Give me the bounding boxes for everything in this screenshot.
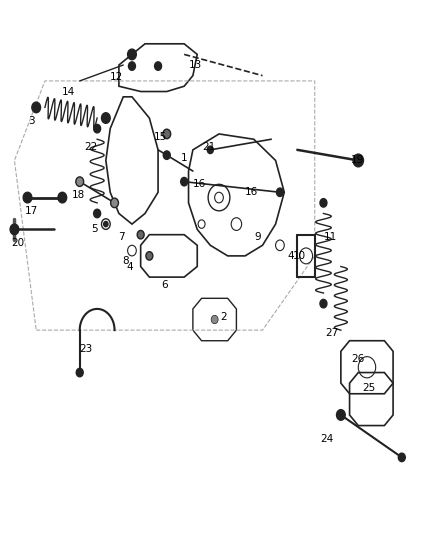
Circle shape [104, 221, 108, 227]
Text: 24: 24 [320, 434, 334, 444]
Circle shape [111, 198, 118, 208]
Circle shape [23, 192, 32, 203]
Circle shape [336, 410, 345, 420]
Text: 7: 7 [118, 232, 124, 243]
Text: 19: 19 [351, 156, 364, 165]
Circle shape [76, 368, 83, 377]
Text: 6: 6 [161, 280, 168, 290]
Text: 14: 14 [62, 86, 75, 96]
Text: 15: 15 [154, 132, 167, 142]
Text: 13: 13 [188, 60, 201, 70]
Text: 16: 16 [245, 187, 258, 197]
Circle shape [276, 188, 283, 197]
Circle shape [181, 177, 187, 186]
Text: 2: 2 [220, 312, 226, 322]
Circle shape [155, 62, 162, 70]
Circle shape [76, 177, 84, 187]
Circle shape [128, 62, 135, 70]
Circle shape [353, 154, 364, 167]
Text: 27: 27 [325, 328, 339, 338]
Circle shape [94, 209, 101, 217]
Text: 26: 26 [351, 354, 364, 364]
Circle shape [137, 230, 144, 239]
Text: 12: 12 [110, 71, 124, 82]
Circle shape [102, 113, 110, 123]
Text: 3: 3 [28, 116, 35, 126]
Text: 21: 21 [202, 142, 215, 152]
Text: 8: 8 [122, 256, 129, 266]
Circle shape [211, 316, 218, 324]
Text: 22: 22 [84, 142, 97, 152]
Text: 18: 18 [72, 190, 85, 200]
Text: 4: 4 [127, 262, 133, 271]
Text: 1: 1 [181, 153, 187, 163]
Circle shape [398, 453, 405, 462]
Text: 16: 16 [193, 179, 206, 189]
Text: 11: 11 [323, 232, 337, 243]
Text: 20: 20 [11, 238, 25, 248]
Circle shape [163, 129, 171, 139]
Circle shape [58, 192, 67, 203]
Circle shape [32, 102, 41, 113]
Circle shape [163, 151, 170, 159]
Circle shape [320, 300, 327, 308]
Text: 9: 9 [255, 232, 261, 243]
Text: 5: 5 [92, 224, 98, 235]
Text: 17: 17 [25, 206, 38, 216]
Text: 25: 25 [363, 383, 376, 393]
Text: 4: 4 [287, 251, 294, 261]
Text: 23: 23 [80, 344, 93, 354]
Circle shape [146, 252, 153, 260]
Circle shape [10, 224, 19, 235]
Circle shape [127, 49, 136, 60]
Text: 10: 10 [293, 251, 306, 261]
Circle shape [207, 146, 213, 154]
Circle shape [94, 124, 101, 133]
Circle shape [320, 199, 327, 207]
